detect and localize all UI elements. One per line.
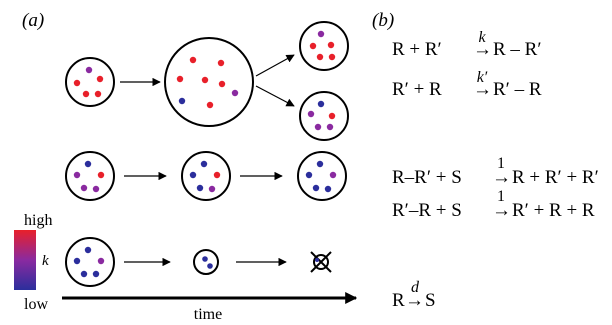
replicator-dot	[317, 100, 325, 108]
arrow	[255, 54, 295, 77]
reaction-4: R′–R + S 1 → R′ + R + R	[392, 188, 595, 221]
replicator-dot	[92, 185, 100, 193]
replicator-dot	[316, 53, 324, 61]
row-3	[65, 237, 332, 287]
replicator-dot	[307, 110, 315, 118]
replicator-dot	[317, 30, 325, 38]
replicator-dot	[206, 101, 214, 109]
replicator-dot	[84, 246, 92, 254]
replicator-dot	[189, 171, 197, 179]
replicator-dot	[97, 171, 105, 179]
reaction-rhs: R + R′ + R′	[512, 167, 599, 188]
dead-cell-cross-icon	[310, 251, 332, 273]
reaction-2: R′ + R k′ → R′ – R	[392, 69, 542, 100]
cell	[181, 151, 231, 201]
colorbar-gradient	[14, 230, 36, 290]
replicator-dot	[94, 90, 102, 98]
reaction-arrow: →	[473, 39, 492, 60]
cell-large	[164, 37, 254, 127]
cell	[65, 237, 115, 287]
reaction-arrow: →	[405, 290, 424, 311]
replicator-dot	[217, 59, 225, 67]
replicator-dot	[328, 112, 336, 120]
replicator-dot	[213, 171, 221, 179]
replicator-dot	[312, 184, 320, 192]
replicator-dot	[201, 76, 209, 84]
replicator-dot	[314, 123, 322, 131]
colorbar-k-label: k	[42, 253, 49, 269]
reaction-lhs: R + R′	[392, 39, 442, 60]
replicator-dot	[327, 41, 335, 49]
reaction-lhs: R′–R + S	[392, 200, 462, 221]
replicator-dot	[328, 53, 336, 61]
row-1	[65, 21, 349, 141]
reaction-rhs: R′ – R	[493, 79, 542, 100]
panel-b-label: (b)	[372, 10, 394, 31]
reaction-lhs: R′ + R	[392, 79, 442, 100]
reaction-rhs: R – R′	[493, 39, 542, 60]
replicator-dot	[208, 185, 216, 193]
replicator-dot	[207, 263, 213, 269]
replicator-dot	[80, 270, 88, 278]
reaction-rate: 1	[497, 155, 505, 172]
cell	[65, 57, 115, 107]
reaction-lhs: R–R′ + S	[392, 167, 462, 188]
replicator-dot	[85, 66, 93, 74]
replicator-dot	[309, 42, 317, 50]
reaction-1: R + R′ k → R – R′	[392, 29, 542, 60]
cell	[299, 21, 349, 71]
replicator-dot	[324, 185, 332, 193]
replicator-dot	[326, 123, 334, 131]
reaction-rhs: S	[425, 290, 436, 311]
replicator-dot	[316, 160, 324, 168]
cell	[299, 91, 349, 141]
time-label: time	[194, 306, 222, 323]
replicator-dot	[202, 256, 208, 262]
colorbar-low-label: low	[24, 296, 48, 313]
reaction-arrow: →	[473, 79, 492, 100]
replicator-dot	[82, 90, 90, 98]
colorbar: high k low	[14, 212, 52, 313]
replicator-dot	[231, 89, 239, 97]
reaction-3: R–R′ + S 1 → R + R′ + R′	[392, 155, 599, 188]
cell-shrinking	[193, 249, 219, 275]
replicator-dot	[329, 171, 337, 179]
reaction-arrow: →	[492, 167, 511, 188]
reaction-lhs: R	[392, 290, 405, 311]
replicator-dot	[73, 257, 81, 265]
replicator-dot	[73, 171, 81, 179]
replicator-dot	[80, 184, 88, 192]
replicator-dot	[176, 75, 184, 83]
reaction-rate: k′	[477, 69, 488, 86]
reaction-rate: d	[411, 279, 420, 296]
replicator-dot	[96, 75, 104, 83]
replicator-dot	[178, 97, 186, 105]
panel-a-label: (a)	[22, 10, 44, 31]
reaction-rhs: R′ + R + R	[512, 200, 595, 221]
replicator-dot	[92, 270, 100, 278]
colorbar-high-label: high	[24, 212, 52, 229]
replicator-dot	[189, 56, 197, 64]
row-2	[65, 151, 347, 201]
reaction-rate: 1	[497, 188, 505, 205]
replicator-dot	[196, 184, 204, 192]
cell	[297, 151, 347, 201]
reaction-rate: k	[478, 29, 486, 46]
reaction-5: R d → S	[392, 279, 436, 311]
replicator-dot	[305, 171, 313, 179]
replicator-dot	[97, 257, 105, 265]
arrow	[255, 85, 295, 107]
replicator-dot	[73, 79, 81, 87]
replicator-dot	[84, 160, 92, 168]
replicator-dot	[200, 160, 208, 168]
reaction-arrow: →	[492, 200, 511, 221]
cell	[65, 151, 115, 201]
replicator-dot	[218, 80, 226, 88]
